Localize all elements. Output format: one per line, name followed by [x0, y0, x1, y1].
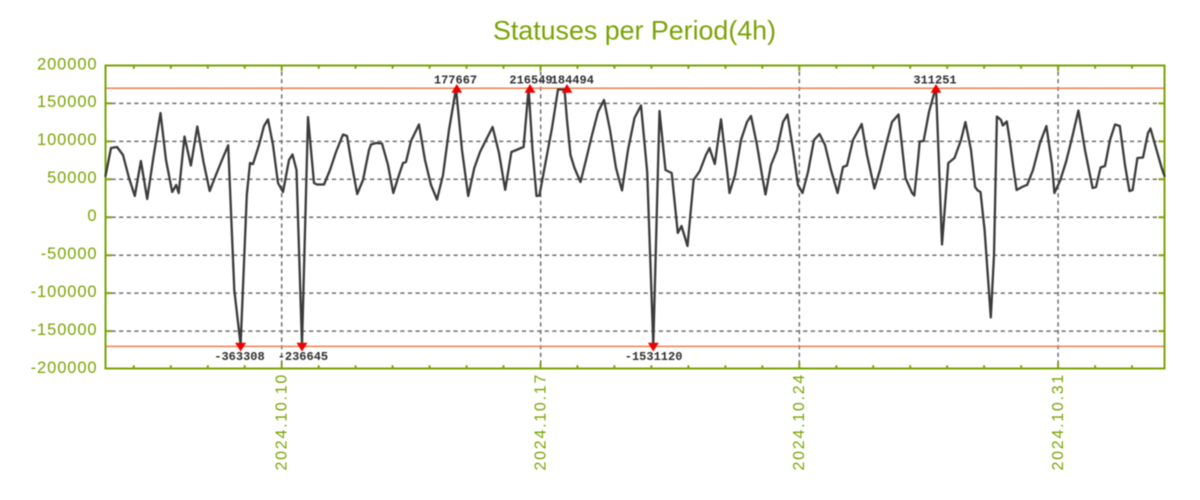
svg-text:2024.10.31: 2024.10.31: [1050, 373, 1067, 471]
svg-text:0: 0: [87, 207, 97, 225]
svg-text:100000: 100000: [37, 131, 97, 149]
svg-text:-50000: -50000: [41, 245, 98, 263]
svg-text:184494: 184494: [551, 73, 594, 87]
svg-text:311251: 311251: [913, 73, 956, 87]
svg-text:177667: 177667: [434, 73, 477, 87]
svg-text:150000: 150000: [37, 93, 97, 111]
svg-text:216549: 216549: [509, 73, 552, 87]
svg-text:-236645: -236645: [278, 350, 328, 364]
svg-text:2024.10.10: 2024.10.10: [273, 373, 290, 471]
svg-text:Statuses per Period(4h): Statuses per Period(4h): [493, 15, 776, 45]
svg-text:-100000: -100000: [31, 283, 98, 301]
svg-text:-200000: -200000: [31, 359, 98, 377]
svg-text:50000: 50000: [47, 169, 97, 187]
svg-text:2024.10.17: 2024.10.17: [532, 373, 549, 471]
svg-text:2024.10.24: 2024.10.24: [791, 373, 808, 471]
svg-text:200000: 200000: [37, 55, 97, 73]
svg-text:-363308: -363308: [214, 350, 264, 364]
svg-text:-1531120: -1531120: [625, 350, 683, 364]
svg-text:-150000: -150000: [31, 321, 98, 339]
